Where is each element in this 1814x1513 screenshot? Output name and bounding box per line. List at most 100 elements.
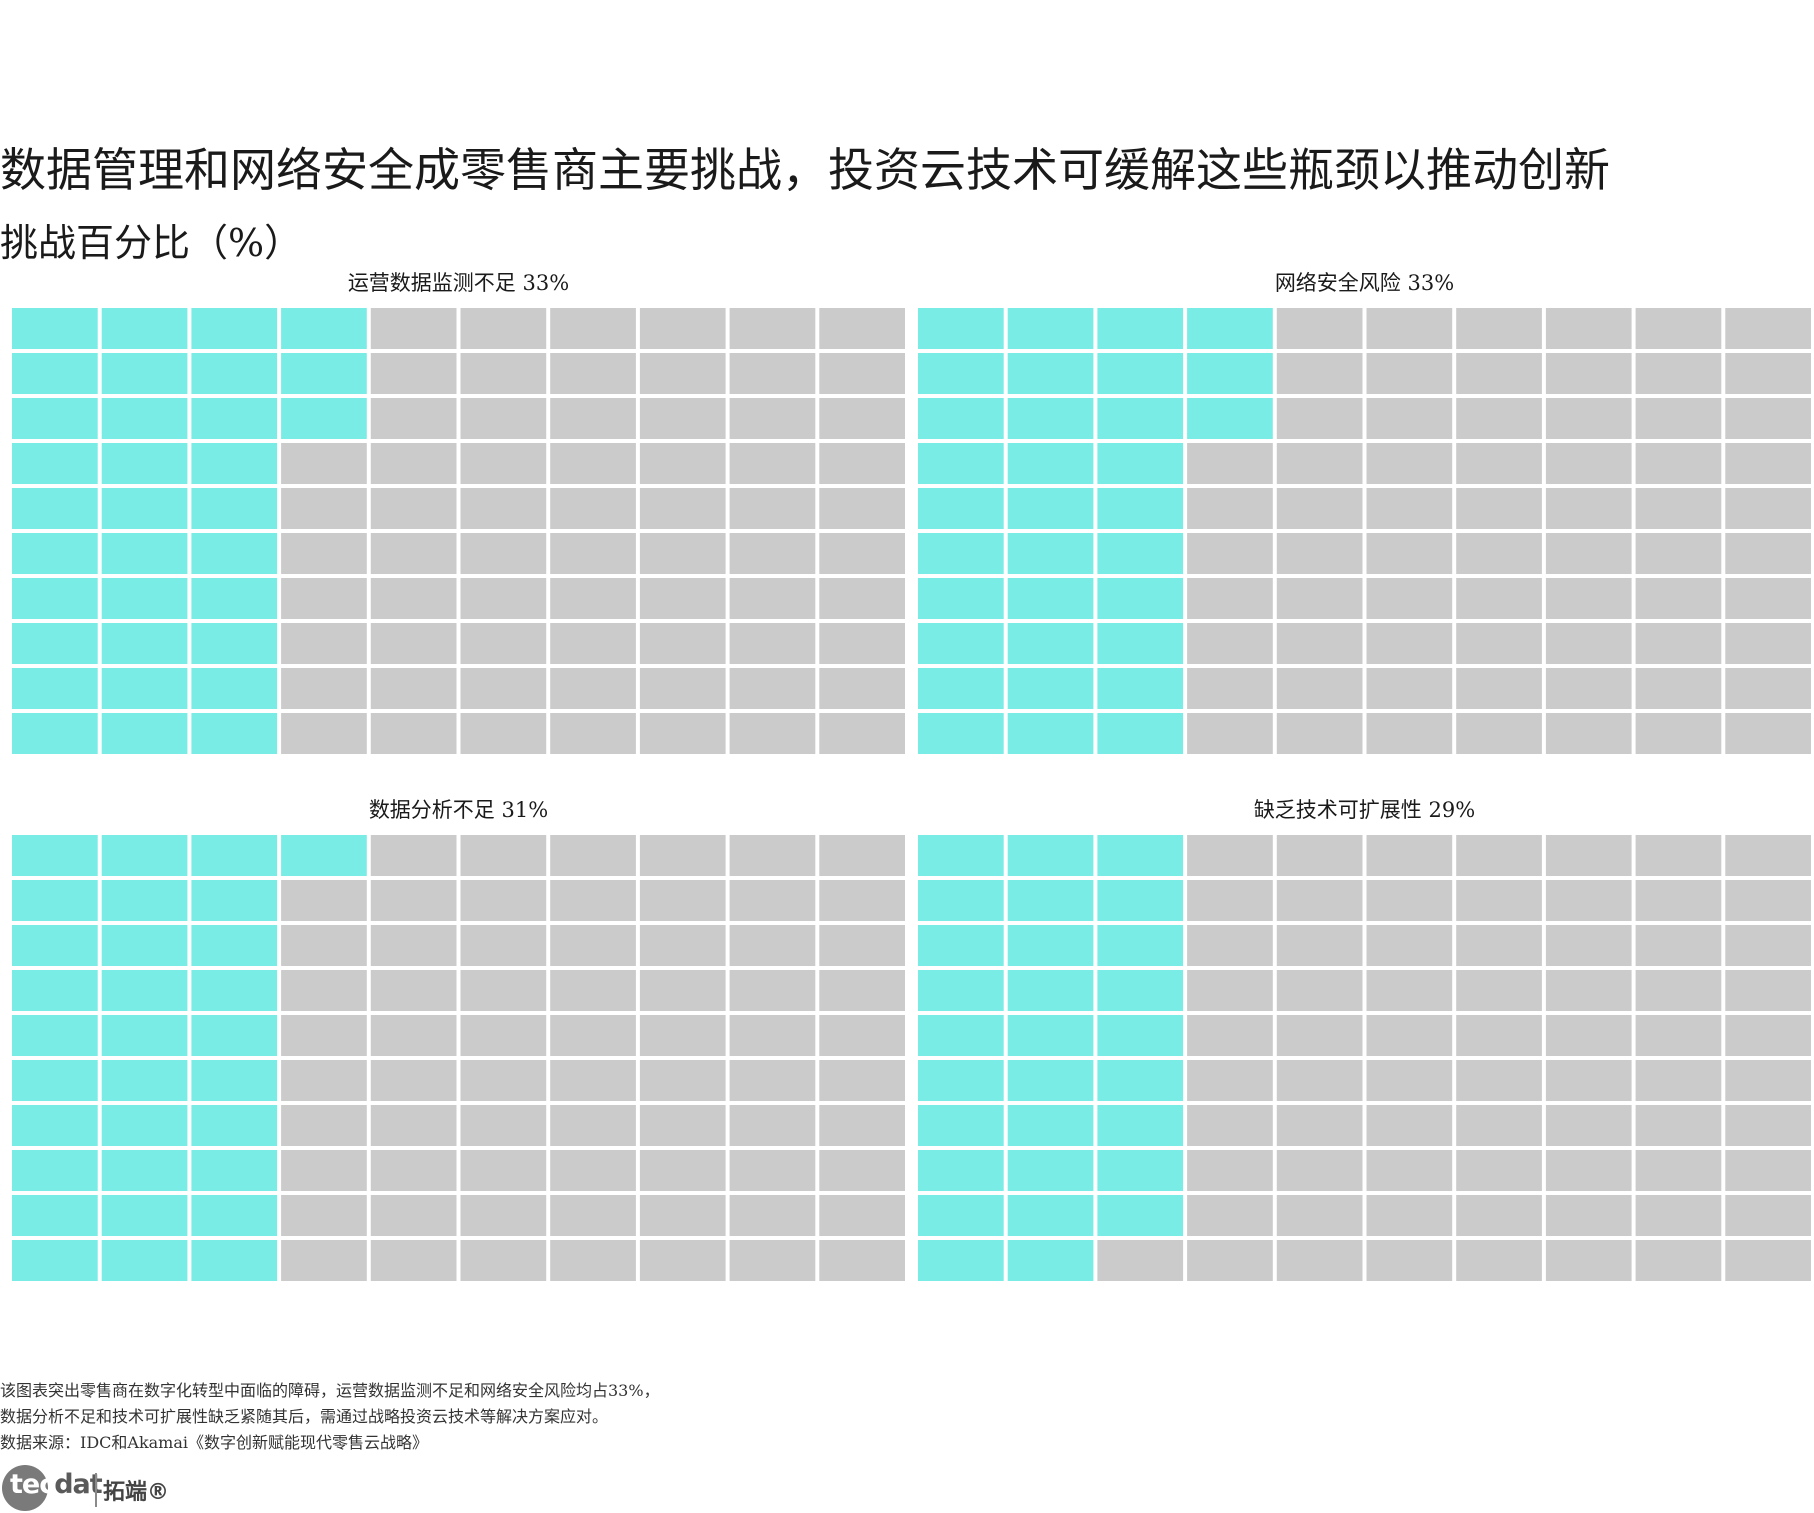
waffle-cell-empty bbox=[729, 713, 816, 754]
waffle-cell-empty bbox=[1545, 533, 1632, 574]
waffle-cell-empty bbox=[729, 880, 816, 921]
waffle-cell-empty bbox=[1456, 713, 1542, 754]
waffle-cell-filled bbox=[191, 623, 278, 664]
waffle-cell-empty bbox=[819, 925, 905, 966]
waffle-cell-empty bbox=[639, 578, 726, 619]
waffle-cell-empty bbox=[1366, 925, 1453, 966]
waffle-cell-empty bbox=[370, 488, 457, 529]
waffle-cell-empty bbox=[1635, 880, 1722, 921]
waffle-cell-empty bbox=[1366, 668, 1453, 709]
waffle-cell-filled bbox=[918, 668, 1004, 709]
waffle-cell-filled bbox=[918, 1105, 1004, 1146]
footer-source: 数据来源：IDC和Akamai《数字创新赋能现代零售云战略》 bbox=[0, 1433, 429, 1452]
waffle-cell-empty bbox=[460, 398, 547, 439]
waffle-cell-empty bbox=[281, 880, 367, 921]
waffle-cell-empty bbox=[460, 1195, 547, 1236]
waffle-cell-empty bbox=[1545, 1150, 1632, 1191]
waffle-chart-analytics bbox=[12, 835, 905, 1281]
waffle-cell-empty bbox=[1635, 578, 1722, 619]
waffle-cell-filled bbox=[12, 353, 98, 394]
waffle-cell-empty bbox=[281, 1240, 367, 1281]
waffle-cell-empty bbox=[639, 880, 726, 921]
waffle-cell-empty bbox=[1545, 835, 1632, 876]
waffle-cell-empty bbox=[729, 835, 816, 876]
waffle-cell-empty bbox=[1545, 880, 1632, 921]
waffle-cell-empty bbox=[1276, 970, 1363, 1011]
waffle-cell-filled bbox=[101, 1240, 188, 1281]
waffle-cell-filled bbox=[101, 623, 188, 664]
waffle-cell-empty bbox=[1725, 835, 1811, 876]
waffle-cell-empty bbox=[1725, 623, 1811, 664]
waffle-cell-empty bbox=[281, 668, 367, 709]
waffle-cell-empty bbox=[1725, 578, 1811, 619]
waffle-cell-empty bbox=[1187, 1105, 1273, 1146]
waffle-cell-empty bbox=[370, 578, 457, 619]
waffle-cell-empty bbox=[1187, 668, 1273, 709]
waffle-cell-filled bbox=[1097, 443, 1184, 484]
waffle-cell-empty bbox=[819, 1105, 905, 1146]
waffle-cell-filled bbox=[918, 488, 1004, 529]
waffle-cell-empty bbox=[1635, 1015, 1722, 1056]
waffle-cell-empty bbox=[1456, 623, 1542, 664]
waffle-cell-empty bbox=[729, 1195, 816, 1236]
waffle-cell-filled bbox=[1097, 668, 1184, 709]
waffle-cell-empty bbox=[1456, 925, 1542, 966]
waffle-cell-filled bbox=[12, 623, 98, 664]
waffle-cell-empty bbox=[1456, 1015, 1542, 1056]
waffle-cell-empty bbox=[639, 398, 726, 439]
waffle-cell-empty bbox=[1635, 970, 1722, 1011]
waffle-cell-filled bbox=[1097, 835, 1184, 876]
waffle-cell-empty bbox=[819, 1150, 905, 1191]
waffle-cell-filled bbox=[1007, 443, 1094, 484]
waffle-cell-filled bbox=[191, 1195, 278, 1236]
waffle-cell-empty bbox=[460, 925, 547, 966]
waffle-cell-filled bbox=[101, 835, 188, 876]
waffle-cell-empty bbox=[1366, 1105, 1453, 1146]
waffle-cell-filled bbox=[12, 1105, 98, 1146]
waffle-cell-filled bbox=[1007, 1060, 1094, 1101]
waffle-cell-empty bbox=[281, 1060, 367, 1101]
waffle-cell-empty bbox=[729, 398, 816, 439]
waffle-cell-filled bbox=[1097, 353, 1184, 394]
waffle-cell-empty bbox=[1276, 533, 1363, 574]
waffle-cell-empty bbox=[729, 308, 816, 349]
waffle-cell-filled bbox=[918, 1240, 1004, 1281]
waffle-cell-empty bbox=[550, 623, 636, 664]
waffle-cell-empty bbox=[1725, 1150, 1811, 1191]
waffle-cell-empty bbox=[460, 1015, 547, 1056]
waffle-cell-empty bbox=[1276, 578, 1363, 619]
waffle-cell-empty bbox=[1366, 308, 1453, 349]
waffle-cell-empty bbox=[550, 308, 636, 349]
waffle-cell-filled bbox=[101, 925, 188, 966]
waffle-cell-filled bbox=[1097, 1195, 1184, 1236]
waffle-cell-empty bbox=[639, 308, 726, 349]
waffle-cell-empty bbox=[1725, 1060, 1811, 1101]
waffle-cell-empty bbox=[281, 1105, 367, 1146]
waffle-cell-empty bbox=[1725, 488, 1811, 529]
waffle-cell-empty bbox=[460, 308, 547, 349]
chart-subtitle: 挑战百分比（%） bbox=[0, 221, 303, 265]
waffle-cell-filled bbox=[191, 880, 278, 921]
waffle-cell-empty bbox=[1187, 488, 1273, 529]
waffle-cell-empty bbox=[1545, 1105, 1632, 1146]
waffle-cell-empty bbox=[1456, 533, 1542, 574]
waffle-cell-empty bbox=[370, 1015, 457, 1056]
waffle-cell-empty bbox=[1187, 623, 1273, 664]
waffle-cell-empty bbox=[729, 1105, 816, 1146]
waffle-cell-filled bbox=[918, 353, 1004, 394]
waffle-cell-empty bbox=[1097, 1240, 1184, 1281]
waffle-cell-filled bbox=[1007, 488, 1094, 529]
waffle-cell-empty bbox=[460, 623, 547, 664]
waffle-cell-empty bbox=[1545, 308, 1632, 349]
waffle-cell-empty bbox=[729, 925, 816, 966]
waffle-cell-empty bbox=[819, 443, 905, 484]
waffle-cell-empty bbox=[1545, 578, 1632, 619]
waffle-cell-empty bbox=[1725, 880, 1811, 921]
waffle-cell-empty bbox=[1456, 880, 1542, 921]
waffle-cell-empty bbox=[550, 353, 636, 394]
waffle-cell-empty bbox=[1545, 713, 1632, 754]
waffle-cell-filled bbox=[918, 713, 1004, 754]
waffle-cell-empty bbox=[1187, 1195, 1273, 1236]
waffle-cell-filled bbox=[12, 970, 98, 1011]
waffle-cell-empty bbox=[370, 1240, 457, 1281]
